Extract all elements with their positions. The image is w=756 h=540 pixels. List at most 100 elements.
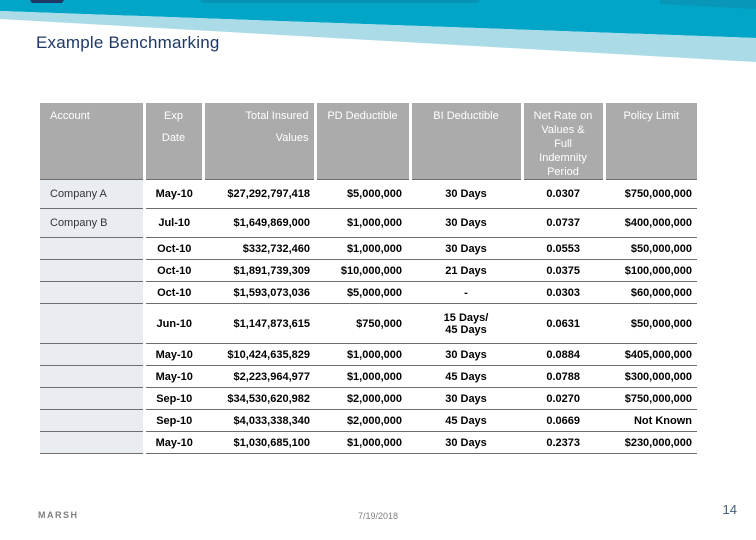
- table-cell: 30 Days: [410, 208, 522, 238]
- page-number: 14: [722, 502, 737, 517]
- table-cell: $2,223,964,977: [203, 365, 315, 388]
- table-cell: Oct-10: [142, 237, 203, 260]
- col-header-pd-deductible: PD Deductible: [313, 103, 410, 180]
- table-cell: May-10: [142, 343, 203, 366]
- table-cell: Oct-10: [142, 281, 203, 304]
- table-cell: 0.2373: [522, 431, 604, 454]
- table-cell: $405,000,000: [604, 343, 697, 366]
- table-cell: $2,000,000: [315, 409, 410, 432]
- table-cell: 30 Days: [410, 431, 522, 454]
- table-cell: Company B: [40, 208, 144, 238]
- table-cell: $4,033,338,340: [203, 409, 315, 432]
- table-cell: $1,000,000: [315, 237, 410, 260]
- table-cell: 30 Days: [410, 387, 522, 410]
- data-table: Account Exp Date Total Insured Values PD…: [40, 103, 697, 454]
- page-title: Example Benchmarking: [36, 33, 220, 52]
- table-row: Oct-10 $332,732,460 $1,000,000 30 Days 0.055…: [40, 237, 697, 260]
- table-cell: May-10: [142, 431, 203, 454]
- header-row: Account Exp Date Total Insured Values PD…: [40, 103, 697, 180]
- table-cell: $750,000,000: [604, 179, 697, 209]
- table-cell: $1,000,000: [315, 208, 410, 238]
- table-row: May-10 $1,030,685,100 $1,000,000 30 Days 0.2…: [40, 431, 697, 454]
- table-cell: [40, 387, 144, 410]
- table-cell: $50,000,000: [604, 303, 697, 344]
- table-cell: $50,000,000: [604, 237, 697, 260]
- table-body: Company A May-10 $27,292,797,418 $5,000,000…: [40, 179, 697, 454]
- table-cell: Company A: [40, 179, 144, 209]
- marsh-logo: MARSH: [38, 510, 79, 520]
- table-cell: $100,000,000: [604, 259, 697, 282]
- banner-navy-sliver: [30, 0, 64, 3]
- col-header-net-rate: Net Rate on Values & Full Indemnity Peri…: [520, 103, 604, 180]
- table-cell: 30 Days: [410, 343, 522, 366]
- table-row: May-10 $2,223,964,977 $1,000,000 45 Days 0.0…: [40, 365, 697, 388]
- table-cell: $750,000,000: [604, 387, 697, 410]
- banner-dark-teal-sliver: [200, 0, 480, 3]
- table-cell: $230,000,000: [604, 431, 697, 454]
- col-header-exp-date: Exp Date: [142, 103, 203, 180]
- col-header-bi-deductible: BI Deductible: [408, 103, 522, 180]
- table-cell: $10,000,000: [315, 259, 410, 282]
- table-cell: 45 Days: [410, 409, 522, 432]
- table-cell: 0.0307: [522, 179, 604, 209]
- banner-graphic: [0, 0, 756, 62]
- table-cell: [40, 281, 144, 304]
- table-cell: 0.0303: [522, 281, 604, 304]
- table-cell: 0.0884: [522, 343, 604, 366]
- banner-light-wedge: [0, 11, 756, 62]
- table-cell: May-10: [142, 179, 203, 209]
- table-cell: -: [410, 281, 522, 304]
- table-row: Company B Jul-10 $1,649,869,000 $1,000,000 3…: [40, 208, 697, 238]
- table-cell: 30 Days: [410, 237, 522, 260]
- table-cell: $1,000,000: [315, 431, 410, 454]
- table-cell: [40, 343, 144, 366]
- col-header-total-insured-values: Total Insured Values: [201, 103, 315, 180]
- table-cell: $1,000,000: [315, 343, 410, 366]
- table-cell: 0.0788: [522, 365, 604, 388]
- table-cell: 45 Days: [410, 365, 522, 388]
- table-cell: $5,000,000: [315, 281, 410, 304]
- table-cell: $27,292,797,418: [203, 179, 315, 209]
- table-cell: $34,530,620,982: [203, 387, 315, 410]
- table-cell: [40, 237, 144, 260]
- table-cell: [40, 365, 144, 388]
- col-header-account: Account: [40, 103, 144, 180]
- table-cell: [40, 303, 144, 344]
- table-cell: Sep-10: [142, 387, 203, 410]
- table-cell: $1,000,000: [315, 365, 410, 388]
- table-cell: Jun-10: [142, 303, 203, 344]
- table-row: May-10 $10,424,635,829 $1,000,000 30 Days 0.…: [40, 343, 697, 366]
- table-row: Oct-10 $1,593,073,036 $5,000,000-0.0303 $60…: [40, 281, 697, 304]
- table-cell: [40, 409, 144, 432]
- table-row: Oct-10 $1,891,739,309 $10,000,000 21 Days 0.…: [40, 259, 697, 282]
- table-cell: $1,891,739,309: [203, 259, 315, 282]
- table-cell: 0.0375: [522, 259, 604, 282]
- table-cell: $1,030,685,100: [203, 431, 315, 454]
- table-cell: $10,424,635,829: [203, 343, 315, 366]
- banner-dark-teal-sliver-right: [660, 0, 756, 9]
- table-cell: $400,000,000: [604, 208, 697, 238]
- table-cell: 0.0270: [522, 387, 604, 410]
- table-cell: 0.0737: [522, 208, 604, 238]
- table-cell: 0.0669: [522, 409, 604, 432]
- table-cell: $750,000: [315, 303, 410, 344]
- benchmarking-table: Account Exp Date Total Insured Values PD…: [40, 103, 697, 454]
- table-row: Sep-10 $4,033,338,340 $2,000,000 45 Days 0.0…: [40, 409, 697, 432]
- table-cell: $60,000,000: [604, 281, 697, 304]
- col-header-policy-limit: Policy Limit: [602, 103, 697, 180]
- table-cell: 0.0631: [522, 303, 604, 344]
- table-cell: Sep-10: [142, 409, 203, 432]
- table-cell: $5,000,000: [315, 179, 410, 209]
- table-cell: Not Known: [604, 409, 697, 432]
- table-cell: $1,649,869,000: [203, 208, 315, 238]
- table-cell: Oct-10: [142, 259, 203, 282]
- table-cell: $2,000,000: [315, 387, 410, 410]
- table-cell: [40, 431, 144, 454]
- table-cell: $1,593,073,036: [203, 281, 315, 304]
- table-cell: $300,000,000: [604, 365, 697, 388]
- table-cell: 30 Days: [410, 179, 522, 209]
- table-cell: 15 Days/ 45 Days: [410, 303, 522, 344]
- table-row: Jun-10 $1,147,873,615 $750,000 15 Days/ 45 …: [40, 303, 697, 344]
- table-cell: Jul-10: [142, 208, 203, 238]
- table-cell: 21 Days: [410, 259, 522, 282]
